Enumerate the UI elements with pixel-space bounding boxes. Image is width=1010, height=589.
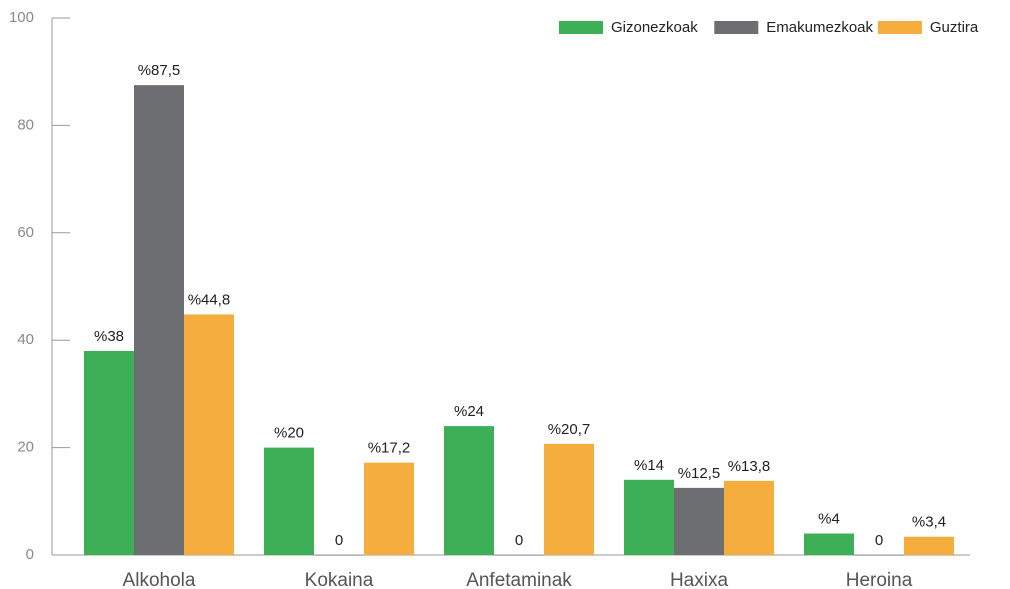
value-label: %20,7 [548,421,591,438]
x-tick-label: Heroina [846,570,913,589]
value-label: %14 [634,457,664,474]
value-label: %17,2 [368,440,411,457]
legend-label: Gizonezkoak [611,19,698,36]
bar [314,555,364,556]
bar [184,314,234,555]
value-label: %38 [94,328,124,345]
bar [904,536,954,555]
legend-swatch [559,21,603,34]
y-tick-label: 80 [17,116,34,133]
y-tick-label: 100 [9,9,34,26]
value-label: %87,5 [138,62,181,79]
bar [364,462,414,555]
legend-label: Emakumezkoak [766,19,873,36]
bar [444,426,494,555]
bar [724,480,774,555]
value-label: 0 [335,532,343,549]
value-label: %20 [274,425,304,442]
value-label: %24 [454,403,484,420]
bar [494,555,544,556]
x-tick-label: Alkohola [123,570,196,589]
bar [624,479,674,555]
value-label: %3,4 [912,514,946,531]
y-tick-label: 60 [17,224,34,241]
value-label: 0 [875,532,883,549]
bar [264,447,314,555]
y-tick-label: 40 [17,331,34,348]
legend-label: Guztira [930,19,979,36]
bar [804,533,854,555]
value-label: %44,8 [188,291,231,308]
bar [674,487,724,555]
legend-swatch [877,21,922,34]
value-label: %13,8 [728,458,771,475]
value-label: %4 [818,510,840,527]
bar [854,555,904,556]
x-tick-label: Haxixa [670,570,729,589]
bar [84,350,134,555]
bar [544,443,594,555]
y-tick-label: 0 [26,546,34,563]
bar [134,85,184,555]
value-label: %12,5 [678,465,721,482]
x-tick-label: Kokaina [305,570,374,589]
y-tick-label: 20 [17,439,34,456]
x-tick-label: Anfetaminak [466,570,572,589]
legend-swatch [714,21,759,34]
value-label: 0 [515,532,523,549]
